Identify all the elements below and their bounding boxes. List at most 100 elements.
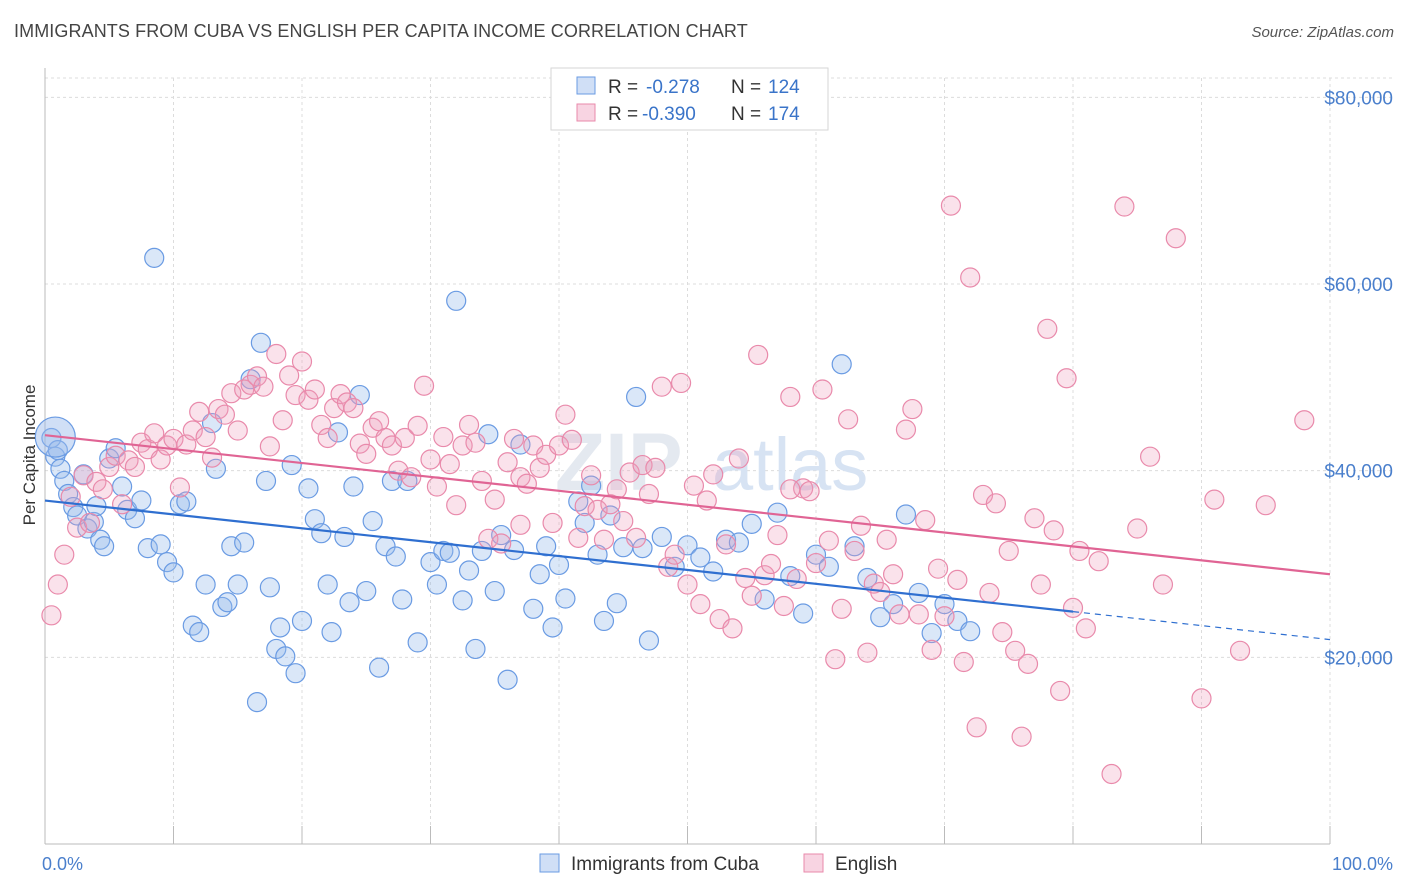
data-point (227, 420, 248, 441)
data-point (1056, 368, 1077, 389)
data-point (664, 544, 685, 565)
data-point (105, 445, 126, 466)
data-point (446, 495, 467, 516)
data-point (356, 580, 377, 602)
data-point (921, 622, 942, 644)
data-point (600, 505, 621, 526)
stats-legend: R = -0.278 N = 124 R = -0.390 N = 174 (550, 67, 829, 131)
data-point (876, 529, 897, 550)
legend-r-label: R = (608, 104, 638, 125)
data-point (124, 508, 146, 529)
data-point (221, 536, 242, 557)
legend-r-value: -0.278 (646, 77, 700, 98)
data-point (227, 574, 248, 595)
chart-source: Source: ZipAtlas.com (1251, 24, 1394, 41)
data-point (275, 646, 296, 667)
data-point (1050, 680, 1071, 702)
data-point (677, 574, 698, 595)
data-point (73, 465, 94, 486)
data-point (381, 470, 403, 492)
data-point (317, 427, 338, 449)
data-point (651, 526, 672, 548)
data-point (92, 479, 113, 500)
trend-line-english (44, 434, 1331, 576)
data-point (683, 475, 705, 496)
data-point (124, 456, 146, 478)
data-point (1011, 726, 1032, 747)
data-point (221, 383, 242, 404)
data-point (1088, 551, 1109, 572)
data-point (722, 618, 743, 639)
data-point (581, 465, 602, 486)
data-point (850, 515, 872, 536)
data-point (1043, 520, 1064, 541)
data-point (1101, 763, 1122, 785)
data-point (793, 603, 814, 624)
data-point (908, 582, 929, 604)
data-point (754, 589, 775, 610)
legend-n-label: N = (731, 104, 761, 125)
data-point (272, 410, 293, 431)
data-point (940, 195, 962, 216)
data-point (645, 457, 666, 478)
data-point (394, 427, 415, 449)
x-tick-label: 0.0% (42, 854, 83, 874)
data-point (1114, 196, 1135, 217)
data-point (831, 598, 852, 619)
data-point (1204, 489, 1225, 510)
data-point (1005, 640, 1026, 661)
data-point (182, 420, 203, 441)
legend-swatch-pink (576, 103, 596, 122)
series-immigrants-from-cuba (34, 247, 981, 713)
data-point (413, 375, 435, 396)
data-point (574, 496, 595, 517)
data-point (728, 532, 750, 553)
data-point (420, 552, 441, 573)
legend-n-value: 174 (768, 104, 800, 125)
series-english (41, 195, 1315, 785)
data-point (651, 376, 672, 397)
data-point (844, 540, 865, 562)
data-point (895, 419, 917, 440)
data-point (529, 564, 550, 585)
data-point (998, 540, 1019, 562)
data-point (336, 392, 358, 413)
data-point (189, 622, 210, 643)
grid-lines (45, 77, 1393, 844)
data-point (90, 529, 111, 550)
data-point (253, 376, 274, 397)
data-point (491, 524, 512, 546)
data-point (786, 568, 807, 590)
data-point (548, 435, 570, 456)
data-point (670, 372, 692, 394)
data-point (41, 605, 62, 626)
data-point (812, 379, 833, 400)
data-point (1030, 574, 1051, 595)
trend-lines (44, 434, 1331, 641)
data-point (208, 398, 229, 420)
data-point (111, 494, 133, 515)
data-point (234, 532, 255, 553)
data-point (446, 290, 467, 311)
data-point (321, 622, 342, 643)
data-point (1229, 640, 1251, 661)
data-point (966, 717, 987, 738)
data-point (426, 574, 448, 595)
data-point (426, 476, 448, 497)
data-point (317, 574, 338, 595)
data-point (625, 527, 647, 548)
data-point (1139, 446, 1161, 467)
data-point (915, 510, 936, 531)
data-point (458, 560, 480, 581)
y-tick-label: $80,000 (1324, 88, 1393, 109)
data-point (542, 512, 563, 534)
data-point (285, 384, 306, 406)
data-point (632, 454, 653, 476)
data-point (497, 669, 518, 690)
data-point (587, 499, 608, 520)
data-point (99, 456, 120, 478)
data-point (54, 544, 75, 565)
data-point (741, 513, 762, 534)
data-point (150, 534, 171, 555)
